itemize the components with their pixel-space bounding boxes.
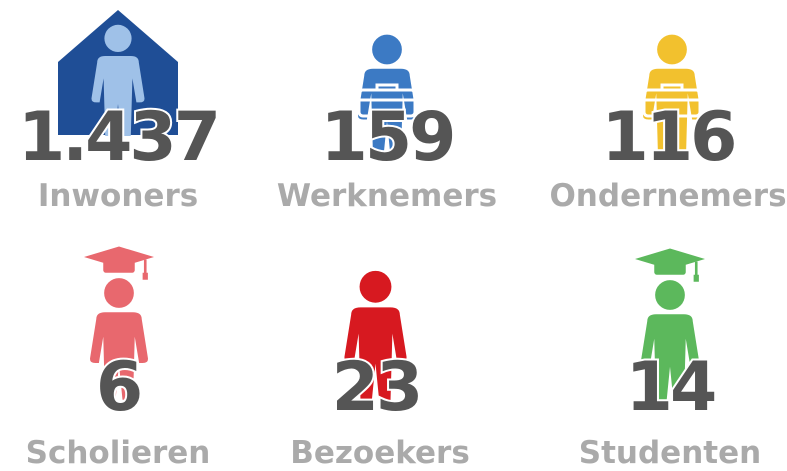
count: 159 [321, 98, 454, 177]
count: 1.437 [18, 98, 218, 177]
count: 14 [626, 348, 715, 427]
label: Ondernemers [549, 178, 786, 214]
count: 23 [332, 348, 421, 427]
count: 116 [602, 98, 735, 177]
count: 6 [96, 348, 140, 427]
label: Bezoekers [290, 435, 470, 471]
icon-house [58, 10, 178, 136]
label: Inwoners [38, 178, 198, 214]
label: Scholieren [26, 435, 211, 471]
label: Werknemers [277, 178, 497, 214]
label: Studenten [579, 435, 761, 471]
